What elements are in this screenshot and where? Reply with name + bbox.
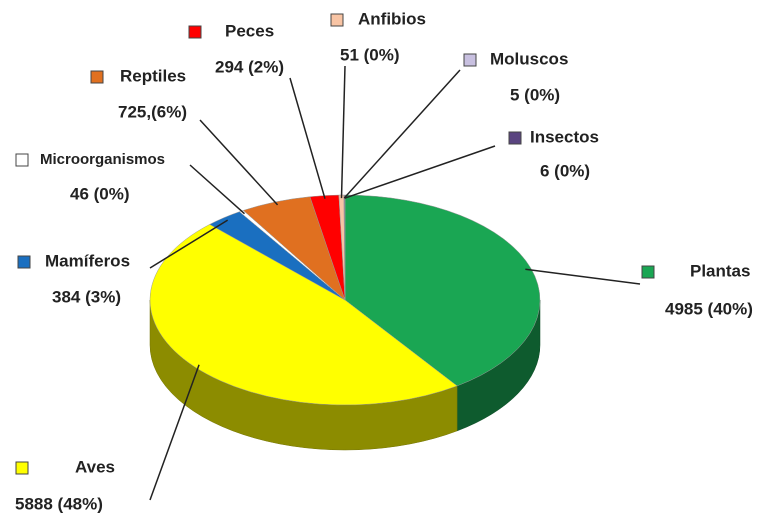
leader-line (149, 364, 200, 501)
slice (344, 194, 346, 301)
legend-swatch (90, 70, 104, 84)
leader-line (289, 77, 326, 199)
category-label: Mamíferos (45, 251, 130, 270)
leader-line (199, 119, 279, 206)
legend-swatch (641, 265, 655, 279)
legend-swatch (463, 53, 477, 67)
value-label: 5888 (48%) (15, 494, 103, 513)
legend-swatch (15, 153, 29, 167)
slice (149, 224, 458, 406)
category-label: Insectos (530, 127, 599, 146)
value-label: 6 (0%) (540, 161, 590, 180)
value-label: 294 (2%) (215, 57, 284, 76)
leader-line (149, 219, 229, 269)
leader-line (525, 268, 641, 285)
value-label: 46 (0%) (70, 184, 130, 203)
legend-swatch (17, 255, 31, 269)
legend-swatch (330, 13, 344, 27)
category-label: Moluscos (490, 49, 568, 68)
category-label: Reptiles (120, 66, 186, 85)
leader-line (344, 145, 496, 199)
value-label: 384 (3%) (52, 287, 121, 306)
leader-line (189, 164, 246, 215)
value-label: 725,(6%) (118, 102, 187, 121)
value-label: 5 (0%) (510, 85, 560, 104)
value-label: 51 (0%) (340, 45, 400, 64)
category-label: Microorganismos (40, 151, 165, 168)
value-label: 4985 (40%) (665, 299, 753, 318)
leader-line (343, 69, 461, 199)
legend-swatch (188, 25, 202, 39)
category-label: Plantas (690, 261, 750, 280)
leader-line (340, 65, 346, 199)
slice (344, 194, 541, 387)
legend-swatch (508, 131, 522, 145)
category-label: Anfibios (358, 9, 426, 28)
legend-swatch (15, 461, 29, 475)
category-label: Peces (225, 21, 274, 40)
category-label: Aves (75, 457, 115, 476)
